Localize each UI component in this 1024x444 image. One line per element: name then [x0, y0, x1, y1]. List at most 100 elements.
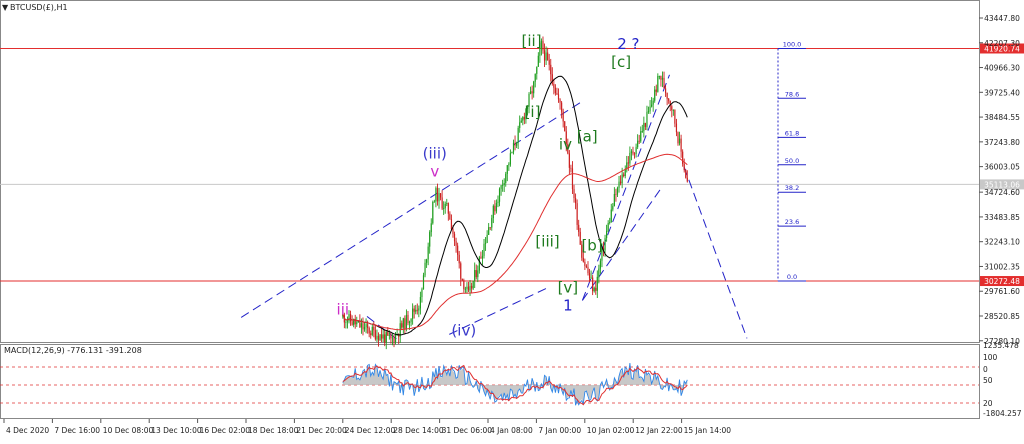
candle-body	[419, 297, 421, 309]
wave-count-label: [ii]	[522, 32, 542, 50]
candle-body	[654, 89, 656, 101]
candle-body	[357, 320, 359, 323]
time-axis-label: 28 Dec 14:00	[393, 426, 444, 435]
candle-body	[450, 219, 453, 230]
candle-body	[547, 52, 549, 61]
candle-body	[559, 99, 561, 103]
candle-body	[596, 276, 598, 291]
candle-body	[413, 308, 415, 312]
candle-body	[422, 275, 425, 290]
candle-body	[365, 324, 367, 328]
candle-body	[615, 194, 617, 195]
candle-body	[660, 75, 662, 80]
price-axis-label: 33483.85	[984, 213, 1020, 222]
candle-body	[647, 111, 650, 113]
candle-body	[633, 153, 636, 155]
candle-body	[565, 131, 567, 144]
candle-body	[495, 203, 498, 212]
candle-body	[385, 331, 387, 343]
chart-title: BTCUSD(£),H1	[10, 3, 68, 12]
candle-body	[455, 241, 457, 246]
candle-body	[380, 334, 383, 339]
candle-body	[446, 203, 448, 204]
candle-body	[367, 324, 369, 329]
fibonacci-level-label: 23.6	[785, 218, 799, 226]
candle-body	[374, 330, 376, 340]
candle-body	[447, 203, 449, 214]
candle-body	[497, 201, 499, 204]
price-axis-label: 39725.40	[984, 88, 1020, 97]
candle-body	[613, 194, 615, 207]
candle-body	[624, 169, 626, 176]
candle-body	[522, 117, 524, 121]
candle-body	[588, 273, 591, 279]
price-level-badge-label: 30272.48	[984, 277, 1020, 286]
candle-body	[606, 230, 608, 239]
candle-body	[393, 337, 395, 343]
time-axis-label: 12 Jan 22:00	[635, 426, 683, 435]
candle-body	[542, 40, 544, 51]
candle-body	[474, 270, 476, 281]
wave-count-label: (iii)	[423, 145, 447, 163]
wave-count-label: iii	[337, 300, 350, 318]
candle-body	[508, 164, 510, 166]
time-axis-label: 7 Jan 00:00	[538, 426, 581, 435]
candle-body	[512, 142, 515, 153]
candle-body	[359, 320, 361, 328]
macd-axis-label: 1235.478	[983, 341, 1019, 350]
candle-body	[457, 245, 459, 255]
candle-body	[382, 334, 384, 339]
candle-body	[486, 234, 488, 243]
macd-axis-label: 50	[983, 376, 993, 385]
candle-body	[443, 208, 445, 209]
candle-body	[516, 142, 518, 146]
candle-body	[371, 326, 373, 335]
candle-body	[509, 153, 511, 165]
wave-channel-line	[581, 186, 663, 301]
price-axis-label: 32243.10	[984, 238, 1020, 247]
candle-body	[641, 131, 643, 132]
candle-body	[394, 334, 397, 343]
candle-body	[616, 187, 619, 195]
candle-body	[363, 327, 366, 330]
candle-body	[498, 188, 501, 202]
candle-body	[637, 140, 639, 148]
time-axis-label: 4 Dec 2020	[6, 426, 49, 435]
candle-body	[551, 74, 553, 85]
candle-body	[502, 184, 504, 186]
price-axis-label: 37243.80	[984, 138, 1020, 147]
candle-body	[472, 280, 474, 289]
wave-channel-line	[240, 102, 581, 318]
candle-body	[601, 247, 603, 261]
time-axis-label: 21 Dec 20:00	[296, 426, 347, 435]
candle-body	[672, 110, 674, 111]
candle-body	[627, 162, 629, 164]
price-level-badge	[980, 276, 1024, 287]
candle-body	[425, 259, 428, 263]
candle-body	[526, 106, 529, 110]
candle-body	[661, 77, 664, 80]
candle-body	[536, 66, 538, 74]
candle-body	[595, 287, 597, 291]
candle-body	[348, 314, 350, 322]
candle-body	[592, 277, 594, 292]
candle-body	[489, 227, 491, 229]
wave-count-label: [iii]	[535, 233, 559, 251]
candle-body	[469, 285, 471, 291]
candle-body	[460, 263, 462, 279]
wave-channel-line	[683, 166, 748, 339]
candle-body	[539, 48, 541, 56]
fibonacci-level-label: 78.6	[785, 90, 799, 98]
candle-body	[678, 138, 681, 144]
candle-body	[610, 209, 612, 223]
candle-body	[574, 198, 577, 204]
candle-body	[412, 308, 414, 319]
candle-body	[429, 232, 431, 247]
candle-body	[351, 321, 353, 325]
candle-body	[571, 168, 574, 190]
candle-body	[384, 334, 386, 343]
candle-body	[621, 174, 623, 184]
candle-body	[582, 257, 584, 262]
